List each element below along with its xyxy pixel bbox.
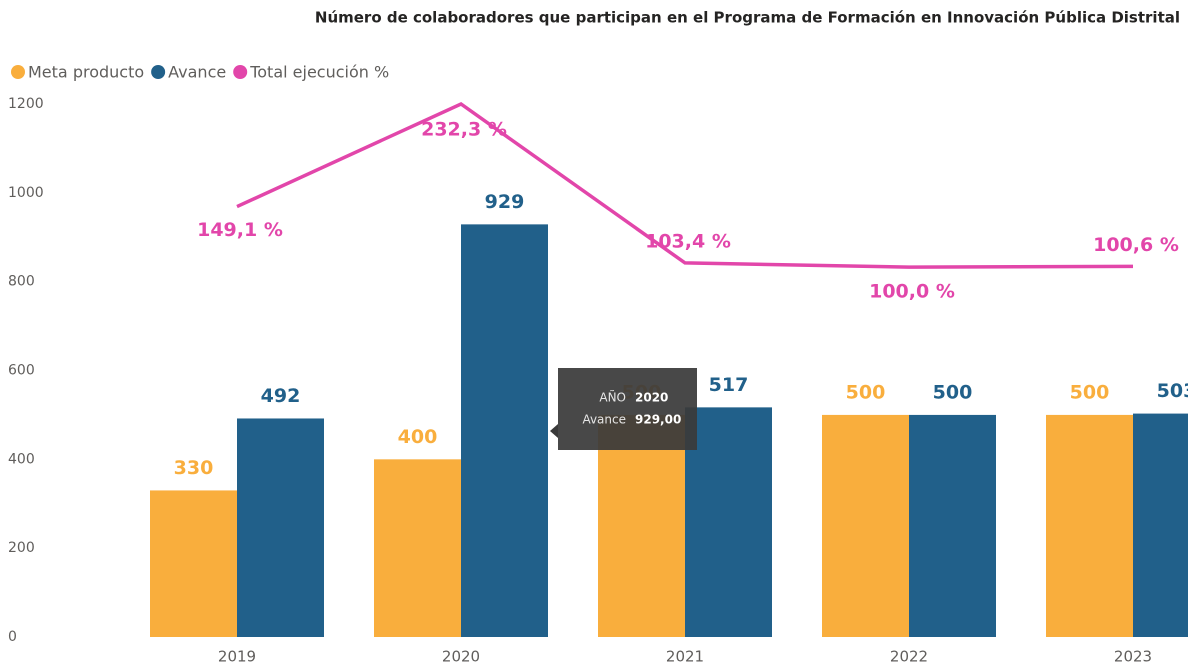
bar — [461, 224, 548, 637]
data-label: 100,6 % — [1093, 234, 1179, 256]
data-label: 103,4 % — [645, 230, 731, 252]
legend-marker — [233, 65, 248, 79]
bar — [822, 414, 909, 637]
bar — [598, 414, 685, 637]
y-tick-label: 1000 — [8, 185, 44, 201]
bar — [150, 490, 237, 637]
y-tick-label: 200 — [8, 540, 35, 556]
data-label: 330 — [174, 457, 214, 479]
data-label: 517 — [709, 374, 749, 396]
tooltip-box — [558, 368, 697, 450]
y-tick-label: 0 — [8, 629, 17, 645]
data-label: 100,0 % — [869, 281, 955, 303]
bar — [1133, 413, 1188, 637]
y-tick-label: 1200 — [8, 96, 44, 112]
tooltip-arrow — [550, 424, 558, 438]
data-label: 500 — [1070, 381, 1110, 403]
tooltip-key: Avance — [582, 413, 626, 427]
line — [236, 101, 1134, 269]
y-tick-label: 400 — [8, 451, 35, 467]
tooltip-value: 929,00 — [635, 413, 681, 427]
bar — [685, 407, 772, 637]
y-tick-label: 600 — [8, 363, 35, 379]
data-label: 503 — [1157, 380, 1188, 402]
legend-label: Meta producto — [28, 63, 144, 82]
tooltip: AÑO 2020 Avance 929,00 — [550, 368, 697, 450]
legend-marker — [11, 65, 25, 79]
legend-label: Avance — [168, 63, 226, 82]
data-label: 929 — [485, 191, 525, 213]
data-label: 232,3 % — [421, 119, 507, 141]
x-tick-label: 2022 — [890, 648, 928, 665]
x-tick-label: 2020 — [442, 648, 480, 665]
data-label: 500 — [933, 381, 973, 403]
data-label: 149,1 % — [197, 219, 283, 241]
bar — [237, 418, 324, 637]
data-label: 500 — [846, 381, 886, 403]
chart-title: Número de colaboradores que participan e… — [315, 9, 1180, 27]
legend-label: Total ejecución % — [249, 63, 389, 82]
x-tick-label: 2021 — [666, 648, 704, 665]
data-label: 400 — [398, 426, 438, 448]
data-label: 492 — [261, 385, 301, 407]
y-tick-label: 800 — [8, 274, 35, 290]
tooltip-value: 2020 — [635, 391, 668, 405]
x-tick-label: 2019 — [218, 648, 256, 665]
legend-marker — [151, 65, 166, 79]
x-tick-label: 2023 — [1114, 648, 1152, 665]
bar — [374, 459, 461, 637]
bar — [1046, 414, 1133, 637]
tooltip-key: AÑO — [599, 390, 626, 405]
bar — [909, 414, 996, 637]
